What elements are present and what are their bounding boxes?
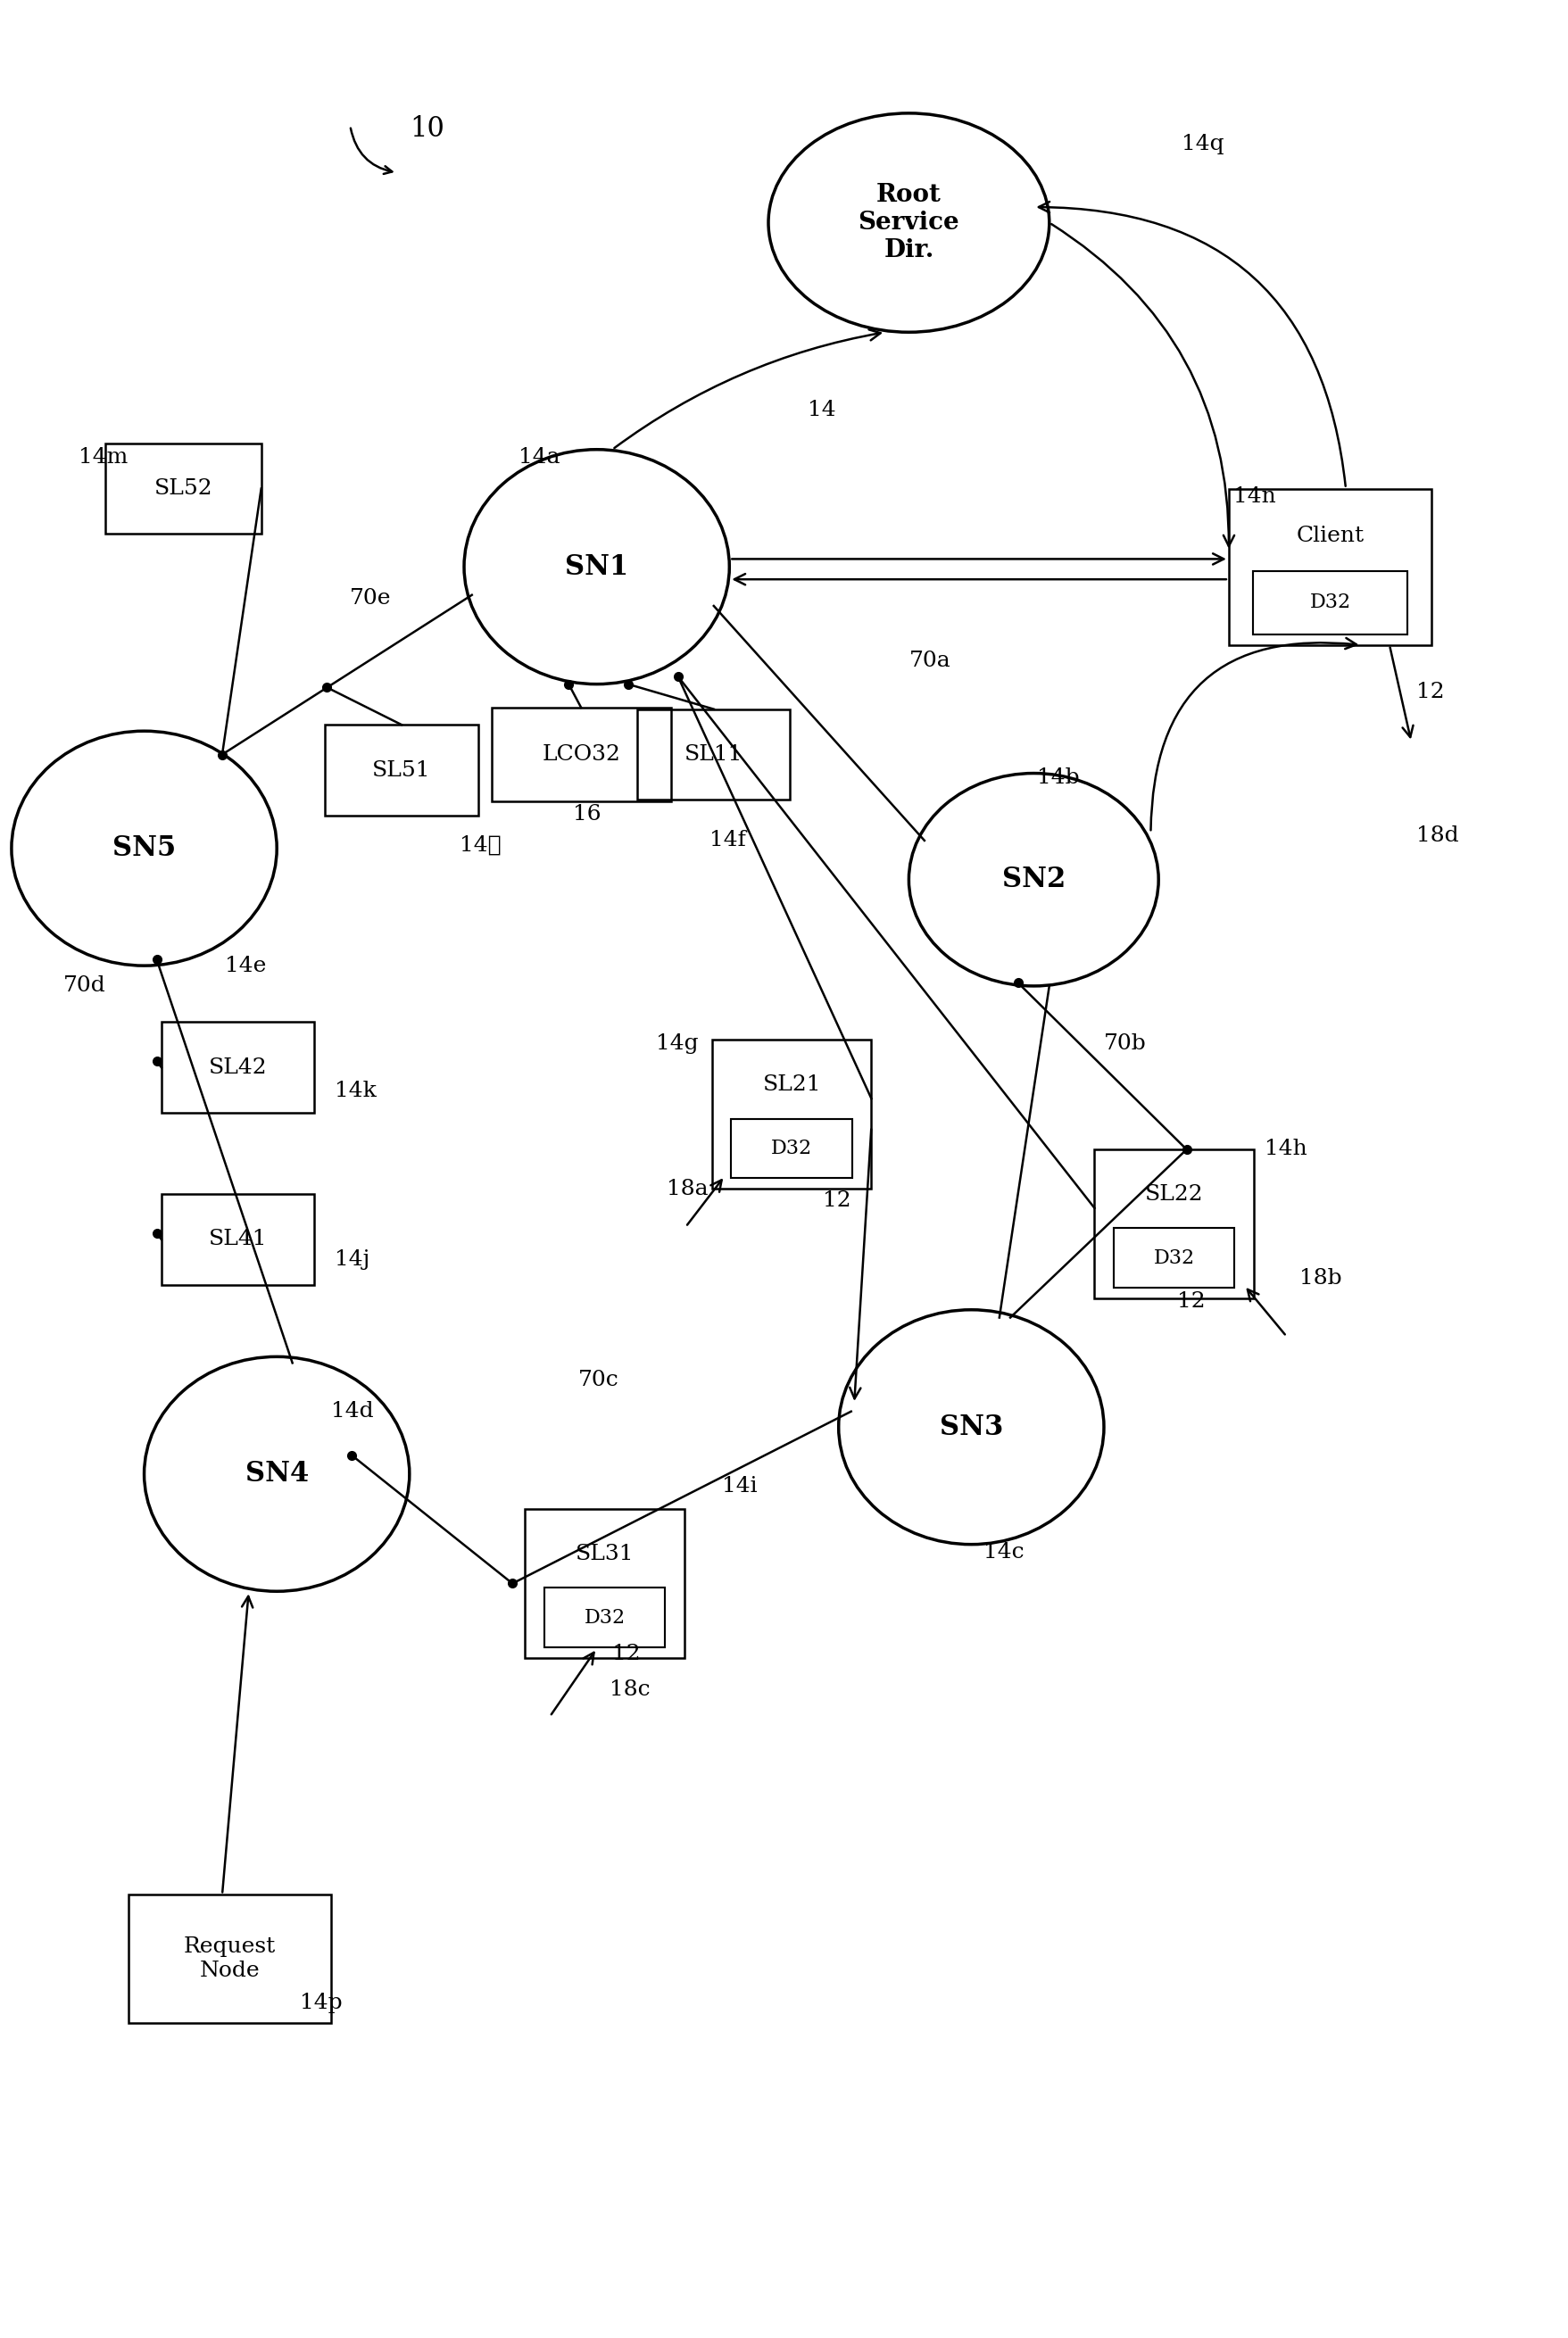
Text: 70c: 70c	[579, 1370, 619, 1391]
Text: SL11: SL11	[685, 743, 743, 765]
Text: 12: 12	[613, 1644, 641, 1665]
Text: SN1: SN1	[564, 554, 629, 580]
Text: SL21: SL21	[762, 1073, 822, 1094]
Bar	[162, 1022, 314, 1113]
Bar	[712, 1040, 872, 1188]
Bar	[105, 444, 262, 533]
Text: SN2: SN2	[1002, 865, 1066, 893]
Text: 14d: 14d	[331, 1400, 373, 1422]
Text: SL52: SL52	[154, 479, 213, 498]
Text: 70b: 70b	[1104, 1033, 1146, 1054]
Text: 18c: 18c	[610, 1679, 649, 1700]
Bar	[1094, 1150, 1254, 1298]
Text: 14f: 14f	[709, 830, 745, 851]
Text: SN3: SN3	[939, 1412, 1004, 1440]
Text: D32: D32	[583, 1609, 626, 1627]
Text: 14b: 14b	[1036, 767, 1079, 788]
Bar	[637, 708, 790, 800]
Text: Client: Client	[1297, 526, 1364, 545]
Text: LCO32: LCO32	[543, 743, 621, 765]
Text: 12: 12	[1416, 683, 1444, 701]
Text: 18d: 18d	[1416, 825, 1458, 846]
Text: D32: D32	[1309, 594, 1350, 613]
Text: Request
Node: Request Node	[183, 1936, 276, 1980]
Bar	[1229, 489, 1432, 645]
Text: 14ℓ: 14ℓ	[459, 835, 502, 856]
Text: SL51: SL51	[373, 760, 431, 781]
Text: SL22: SL22	[1145, 1183, 1203, 1204]
Text: 14i: 14i	[721, 1475, 757, 1496]
Text: 12: 12	[823, 1190, 851, 1211]
Bar	[491, 708, 671, 802]
Text: SL31: SL31	[575, 1543, 633, 1564]
Text: 14j: 14j	[334, 1248, 370, 1270]
Bar	[731, 1118, 853, 1178]
Text: Root
Service
Dir.: Root Service Dir.	[858, 182, 960, 262]
Text: 70d: 70d	[63, 975, 105, 996]
Text: 14n: 14n	[1234, 486, 1276, 507]
Text: 14h: 14h	[1265, 1139, 1308, 1160]
Text: SL42: SL42	[209, 1057, 267, 1078]
Bar	[1253, 570, 1408, 634]
Text: 10: 10	[409, 115, 444, 143]
Text: SN4: SN4	[245, 1461, 309, 1487]
Text: 14p: 14p	[299, 1992, 343, 2013]
Text: 14m: 14m	[78, 447, 129, 468]
Text: 14q: 14q	[1182, 133, 1225, 154]
Bar	[162, 1195, 314, 1286]
Text: 18a: 18a	[666, 1178, 709, 1199]
Text: 14g: 14g	[655, 1033, 698, 1054]
Text: 14: 14	[808, 400, 836, 421]
Text: 16: 16	[574, 804, 602, 825]
Text: SL41: SL41	[209, 1230, 267, 1248]
Text: D32: D32	[1154, 1248, 1195, 1267]
Bar	[325, 725, 478, 816]
Text: 14e: 14e	[226, 956, 267, 975]
Text: 12: 12	[1178, 1291, 1206, 1312]
Text: D32: D32	[771, 1139, 812, 1157]
Bar	[1113, 1227, 1234, 1288]
Text: 14c: 14c	[983, 1543, 1024, 1562]
Bar	[544, 1588, 665, 1648]
Text: SN5: SN5	[113, 835, 176, 863]
Bar	[525, 1510, 684, 1658]
Text: 70e: 70e	[350, 587, 392, 608]
Text: 18b: 18b	[1298, 1267, 1342, 1288]
Bar	[129, 1894, 331, 2022]
Text: 14a: 14a	[519, 447, 560, 468]
Text: 70a: 70a	[909, 650, 950, 671]
Text: 14k: 14k	[334, 1080, 376, 1101]
